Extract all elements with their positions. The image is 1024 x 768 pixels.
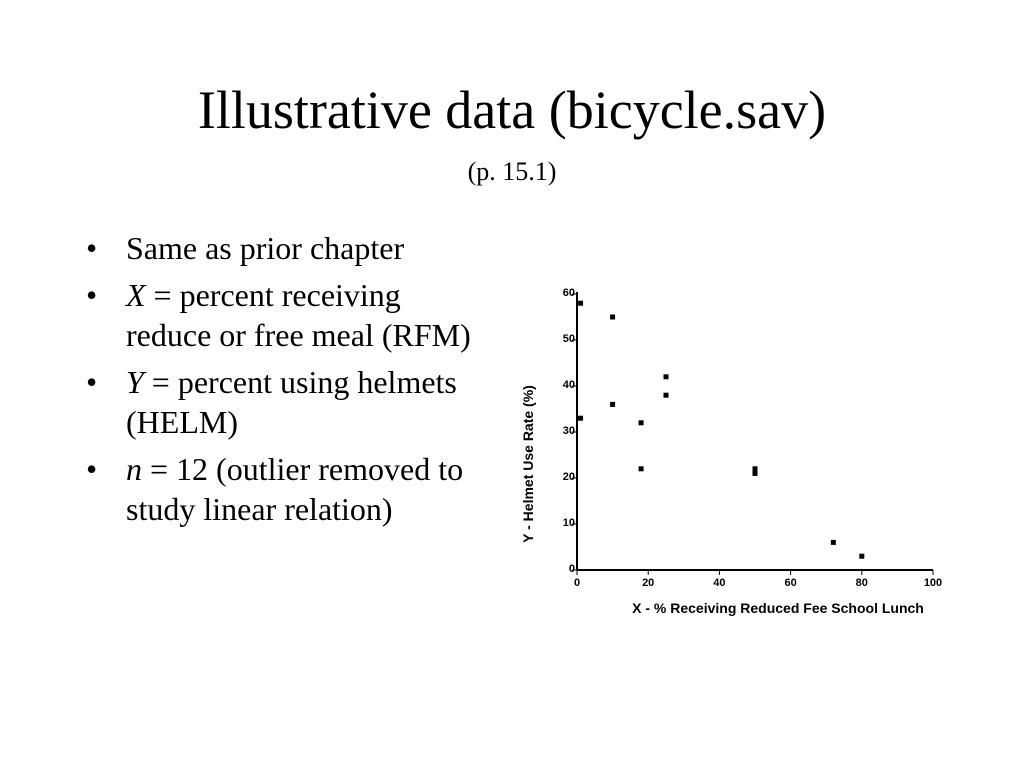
y-tick-label: 0 (569, 563, 575, 575)
data-point (578, 300, 584, 306)
bullet-text: = 12 (outlier removed to study linear re… (126, 451, 464, 527)
x-tick-label: 60 (784, 577, 796, 589)
scatter-plot: 0 10 20 30 40 50 60 0 20 40 60 80 100 X - % Receivin… (520, 287, 942, 616)
x-tick-label: 0 (574, 577, 580, 589)
data-point (752, 466, 758, 472)
x-tick-label: 20 (642, 577, 654, 589)
variable-symbol: n (126, 451, 142, 487)
bullet-item-sample-size: • n = 12 (outlier removed to study linea… (86, 449, 486, 529)
data-point (638, 466, 644, 472)
data-point (830, 539, 836, 545)
data-point (610, 314, 616, 320)
y-tick-label: 20 (563, 471, 575, 483)
plot-points (578, 300, 865, 559)
data-point (752, 470, 758, 476)
bullet-text: = percent using helmets (HELM) (126, 364, 457, 440)
bullet-list: • Same as prior chapter • X = percent re… (86, 228, 486, 536)
bullet-dot-icon: • (86, 277, 98, 313)
y-tick-label: 10 (563, 517, 575, 529)
y-tick-label: 50 (563, 333, 575, 345)
x-tick-label: 40 (713, 577, 725, 589)
y-axis-label: Y - Helmet Use Rate (%) (520, 385, 536, 543)
bullet-text: Same as prior chapter (126, 230, 405, 266)
bullet-dot-icon: • (86, 364, 98, 400)
slide-title: Illustrative data (bicycle.sav) (197, 80, 827, 140)
bullet-text: = percent receiving reduce or free meal … (126, 277, 471, 353)
data-point (663, 392, 669, 398)
x-tick-label: 80 (856, 577, 868, 589)
bullet-item-same-as-prior: • Same as prior chapter (86, 228, 486, 268)
slide-subtitle: (p. 15.1) (467, 157, 557, 186)
bullet-dot-icon: • (86, 451, 98, 487)
data-point (638, 420, 644, 426)
bullet-item-y-variable: • Y = percent using helmets (HELM) (86, 362, 486, 442)
y-tick-label: 60 (563, 287, 575, 299)
bullet-item-x-variable: • X = percent receiving reduce or free m… (86, 275, 486, 355)
data-point (859, 553, 865, 559)
data-point (663, 374, 669, 380)
variable-symbol: Y (126, 364, 144, 400)
data-point (578, 415, 584, 421)
variable-symbol: X (126, 277, 146, 313)
x-tick-label: 100 (924, 577, 942, 589)
plot-axes: 0 10 20 30 40 50 60 0 20 40 60 80 100 (563, 287, 942, 589)
data-point (610, 401, 616, 407)
y-tick-label: 40 (563, 379, 575, 391)
y-tick-label: 30 (563, 425, 575, 437)
x-axis-label: X - % Receiving Reduced Fee School Lunch (632, 600, 924, 616)
bullet-dot-icon: • (86, 230, 98, 266)
